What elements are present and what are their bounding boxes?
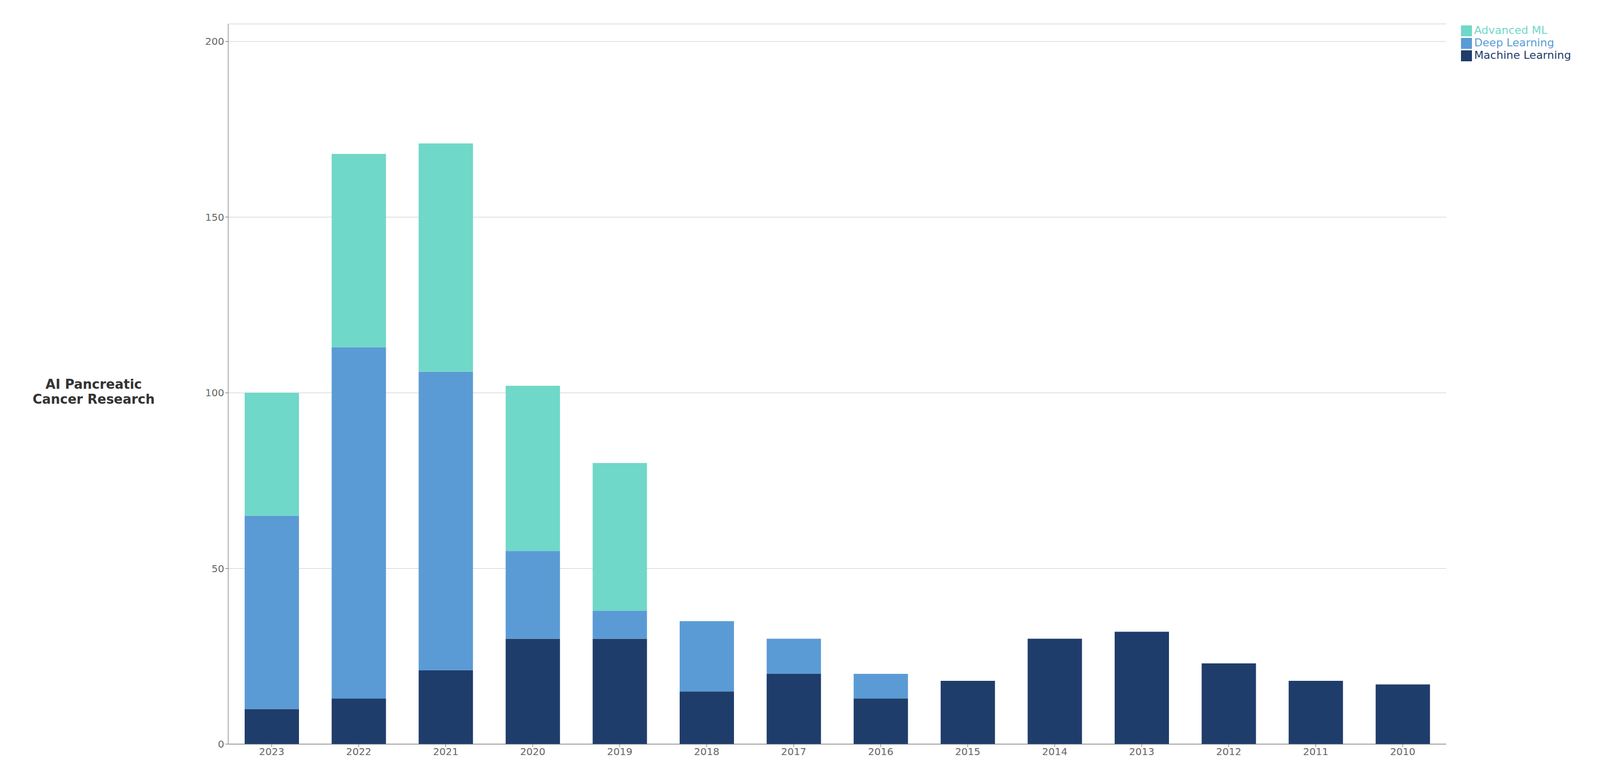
svg-text:2013: 2013: [1129, 745, 1155, 758]
svg-text:2016: 2016: [868, 745, 894, 758]
svg-text:0: 0: [217, 737, 225, 750]
svg-text:2014: 2014: [1041, 745, 1068, 758]
svg-text:200: 200: [205, 35, 225, 48]
svg-text:2017: 2017: [780, 745, 807, 758]
html-text:Advanced ML: Advanced ML: [1474, 23, 1548, 37]
svg-text:2018: 2018: [694, 745, 720, 758]
svg-text:150: 150: [205, 211, 225, 224]
svg-text:2021: 2021: [433, 745, 459, 758]
svg-text:2015: 2015: [955, 745, 981, 758]
html-text:Cancer Research: Cancer Research: [32, 391, 155, 407]
svg-text:2022: 2022: [345, 745, 372, 758]
svg-text:2019: 2019: [606, 745, 633, 758]
html-text:Machine Learning: Machine Learning: [1474, 48, 1572, 62]
svg-text:2023: 2023: [259, 745, 285, 758]
svg-text:2012: 2012: [1215, 745, 1242, 758]
svg-text:2010: 2010: [1390, 745, 1416, 758]
html-text:Deep Learning: Deep Learning: [1474, 36, 1555, 49]
html-text:AI Pancreatic: AI Pancreatic: [45, 376, 142, 392]
svg-text:2011: 2011: [1303, 745, 1329, 758]
svg-text:50: 50: [211, 562, 225, 575]
svg-text:2020: 2020: [520, 745, 546, 758]
svg-text:100: 100: [205, 386, 225, 399]
